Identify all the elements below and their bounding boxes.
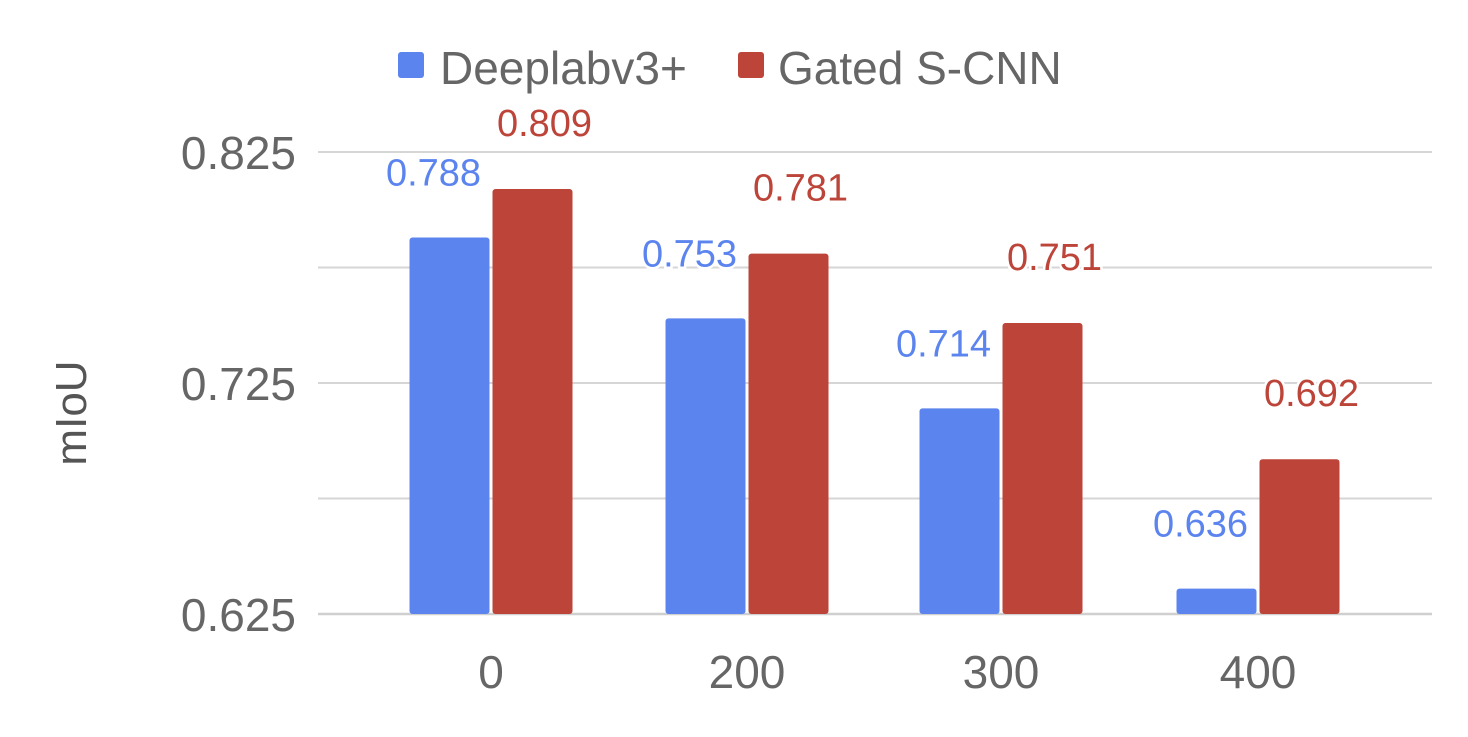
data-label: 0.781 — [753, 168, 848, 210]
legend-label: Gated S-CNN — [778, 42, 1062, 94]
data-label: 0.751 — [1007, 237, 1102, 279]
x-axis-ticks: 0 200 300 400 — [478, 646, 1296, 698]
bar — [1176, 588, 1257, 614]
y-tick-label: 0.825 — [181, 127, 296, 179]
y-axis-title: mIoU — [47, 360, 96, 465]
bar — [409, 237, 490, 614]
bar — [748, 253, 829, 614]
bars — [409, 188, 1340, 614]
y-tick-label: 0.725 — [181, 358, 296, 410]
data-labels: 0.788 0.753 0.714 0.636 0.809 0.781 0.751 0.692 — [383, 100, 1361, 548]
y-axis-ticks: 0.625 0.725 0.825 — [181, 127, 296, 641]
legend-swatch — [398, 52, 424, 78]
x-tick-label: 300 — [963, 646, 1040, 698]
data-label: 0.692 — [1264, 373, 1359, 415]
x-tick-label: 200 — [709, 646, 786, 698]
bar — [1002, 322, 1083, 614]
x-tick-label: 0 — [478, 646, 504, 698]
y-tick-label: 0.625 — [181, 589, 296, 641]
legend-swatch — [738, 52, 764, 78]
bar — [919, 408, 1000, 614]
x-tick-label: 400 — [1220, 646, 1297, 698]
legend-label: Deeplabv3+ — [440, 42, 687, 94]
bar — [665, 318, 746, 614]
bar — [492, 188, 573, 614]
data-label: 0.636 — [1153, 504, 1248, 546]
data-label: 0.753 — [642, 233, 737, 275]
data-label: 0.714 — [896, 323, 991, 365]
legend: Deeplabv3+ Gated S-CNN — [398, 42, 1062, 94]
data-label: 0.809 — [497, 103, 592, 145]
data-label: 0.788 — [386, 152, 481, 194]
bar — [1259, 459, 1340, 614]
